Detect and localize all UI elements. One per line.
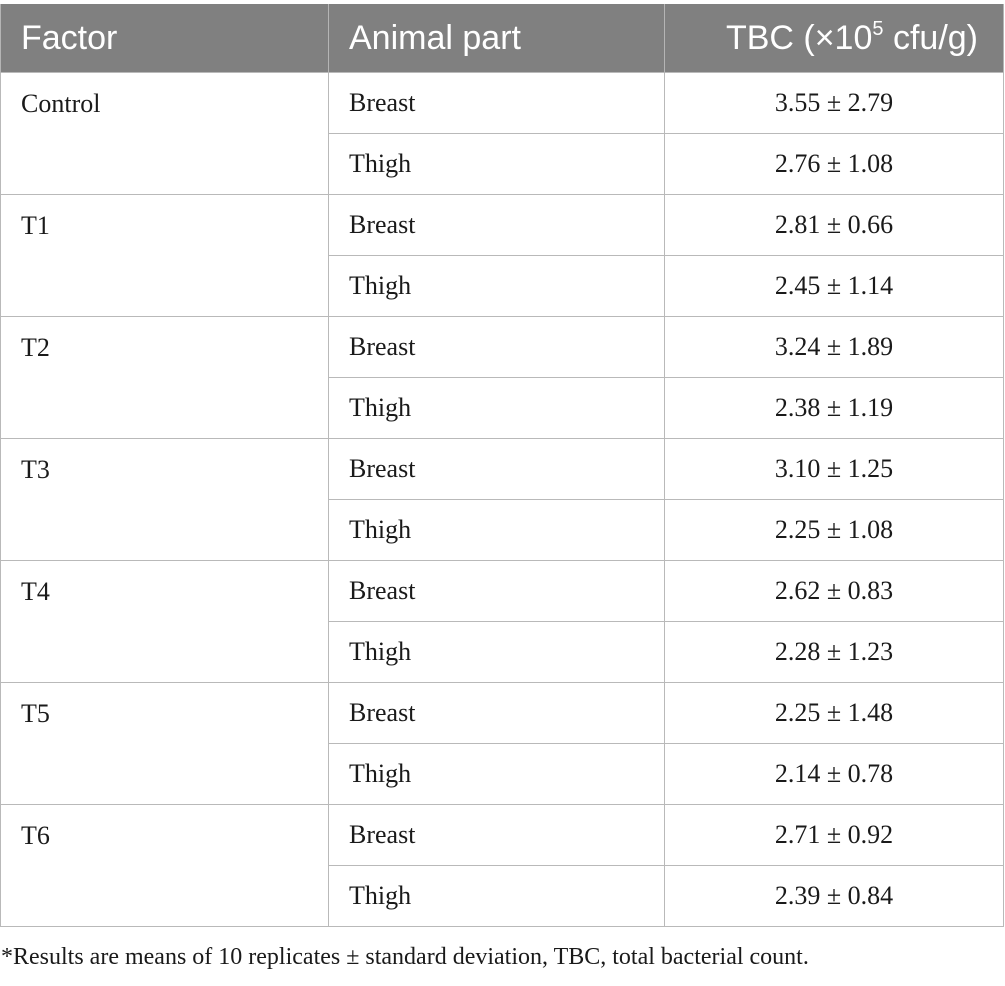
tbc-value-cell: 2.76 ± 1.08	[664, 133, 1004, 195]
tbc-header-prefix: TBC (×10	[725, 18, 873, 57]
animal-part-cell: Thigh	[328, 255, 665, 317]
table-row: T4 Breast 2.62 ± 0.83	[0, 560, 1004, 683]
table-header: Factor Animal part TBC (×105 cfu/g)	[0, 4, 1004, 73]
table-body: Control Breast 3.55 ± 2.79 Thigh 2.76 ± 1.08…	[0, 72, 1004, 927]
animal-part-cell: Thigh	[328, 377, 665, 439]
animal-part-cell: Breast	[328, 682, 665, 744]
animal-part-cell: Thigh	[328, 133, 665, 195]
tbc-value-cell: 2.28 ± 1.23	[664, 621, 1004, 683]
table-row: Thigh 2.28 ± 1.23	[1, 621, 1004, 683]
tbc-value-cell: 2.39 ± 0.84	[664, 865, 1004, 927]
header-row: Factor Animal part TBC (×105 cfu/g)	[0, 4, 1004, 73]
table-footnote: *Results are means of 10 replicates ± st…	[1, 944, 809, 970]
animal-part-cell: Breast	[328, 194, 665, 256]
tbc-value-cell: 2.14 ± 0.78	[664, 743, 1004, 805]
animal-part-cell: Thigh	[328, 499, 665, 561]
tbc-header-exponent: 5	[872, 17, 884, 40]
animal-part-cell: Thigh	[328, 865, 665, 927]
animal-part-column-header: Animal part	[328, 4, 665, 73]
factor-cell: T4	[0, 560, 329, 683]
factor-cell: T6	[0, 804, 329, 927]
tbc-value-cell: 2.38 ± 1.19	[664, 377, 1004, 439]
table-row: T3 Breast 3.10 ± 1.25	[0, 438, 1004, 561]
tbc-value-cell: 3.55 ± 2.79	[664, 72, 1004, 134]
table-row: Control Breast 3.55 ± 2.79	[0, 72, 1004, 195]
table-row: T5 Breast 2.25 ± 1.48	[0, 682, 1004, 805]
tbc-header-suffix: cfu/g)	[883, 18, 978, 57]
animal-part-cell: Breast	[328, 72, 665, 134]
table-row: T6 Breast 2.71 ± 0.92	[0, 804, 1004, 927]
animal-part-cell: Breast	[328, 560, 665, 622]
animal-part-cell: Breast	[328, 438, 665, 500]
animal-part-cell: Thigh	[328, 743, 665, 805]
tbc-value-cell: 2.71 ± 0.92	[664, 804, 1004, 866]
tbc-value-cell: 2.81 ± 0.66	[664, 194, 1004, 256]
factor-column-header: Factor	[0, 4, 329, 73]
factor-cell: T3	[0, 438, 329, 561]
animal-part-cell: Thigh	[328, 621, 665, 683]
table-row: Thigh 2.14 ± 0.78	[1, 743, 1004, 805]
tbc-column-header: TBC (×105 cfu/g)	[664, 4, 1004, 73]
table-row: Thigh 2.76 ± 1.08	[1, 133, 1004, 195]
factor-cell: Control	[0, 72, 329, 195]
results-table: Factor Animal part TBC (×105 cfu/g) Cont…	[0, 4, 1004, 927]
animal-part-cell: Breast	[328, 316, 665, 378]
factor-cell: T2	[0, 316, 329, 439]
table-row: T2 Breast 3.24 ± 1.89	[0, 316, 1004, 439]
factor-cell: T5	[0, 682, 329, 805]
tbc-value-cell: 3.10 ± 1.25	[664, 438, 1004, 500]
tbc-value-cell: 2.45 ± 1.14	[664, 255, 1004, 317]
tbc-value-cell: 2.62 ± 0.83	[664, 560, 1004, 622]
tbc-value-cell: 3.24 ± 1.89	[664, 316, 1004, 378]
table-row: Thigh 2.39 ± 0.84	[1, 865, 1004, 927]
tbc-value-cell: 2.25 ± 1.08	[664, 499, 1004, 561]
table-row: T1 Breast 2.81 ± 0.66	[0, 194, 1004, 317]
factor-cell: T1	[0, 194, 329, 317]
animal-part-cell: Breast	[328, 804, 665, 866]
tbc-value-cell: 2.25 ± 1.48	[664, 682, 1004, 744]
